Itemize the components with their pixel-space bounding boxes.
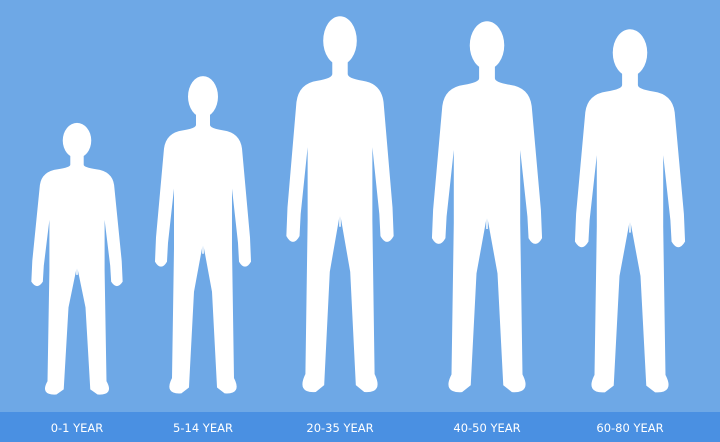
age-label: 0-1 YEAR — [51, 421, 104, 435]
silhouette — [287, 16, 393, 392]
age-label: 40-50 YEAR — [453, 421, 520, 435]
value-label: 50% — [616, 177, 645, 192]
figure-20-35-year: 65% — [279, 16, 401, 405]
outline — [32, 155, 121, 393]
age-label: 5-14 YEAR — [173, 421, 233, 435]
outline — [576, 73, 684, 392]
value-label: 55% — [473, 172, 502, 187]
value-label: 75% — [189, 204, 218, 219]
value-label: 86% — [63, 231, 92, 246]
silhouette — [32, 122, 122, 394]
figure-0-1-year: 86% — [25, 122, 130, 405]
age-label: 20-35 YEAR — [306, 421, 373, 435]
outline — [433, 66, 541, 392]
silhouette — [575, 29, 685, 392]
figures: 86% 75% 65% 55% 50% — [25, 16, 693, 405]
outline — [156, 114, 250, 392]
figure-5-14-year: 75% — [148, 76, 258, 405]
outline — [287, 61, 392, 391]
figure-60-80-year: 50% — [568, 29, 693, 405]
age-labels: 0-1 YEAR 5-14 YEAR 20-35 YEAR 40-50 YEAR 60-… — [51, 421, 664, 435]
silhouette — [156, 76, 250, 393]
value-label: 65% — [326, 170, 355, 185]
label-band — [0, 412, 720, 442]
figure-40-50-year: 55% — [425, 21, 550, 405]
silhouette — [432, 21, 542, 392]
age-label: 60-80 YEAR — [596, 421, 663, 435]
